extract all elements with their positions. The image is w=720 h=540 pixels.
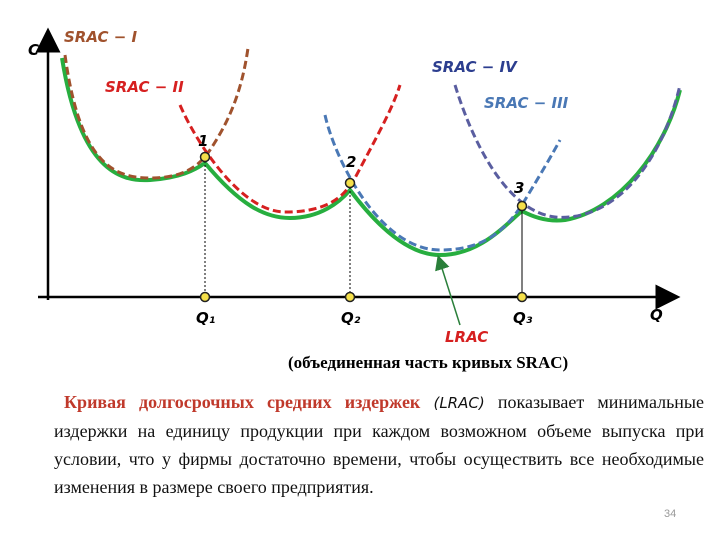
diagram: C Q SRAC − I SRAC − II SRAC − III SRAC −…: [28, 27, 682, 372]
paragraph: Кривая долгосрочных средних издержек (LR…: [54, 388, 704, 501]
point: [344, 177, 356, 189]
x-axis-label: Q: [650, 306, 663, 324]
q-label: Q₁: [196, 309, 215, 327]
srac-4-curve: [453, 84, 682, 219]
y-axis-label: C: [28, 41, 39, 59]
point: [199, 291, 211, 303]
lrac-label: LRAC: [445, 328, 488, 346]
curve-label: SRAC − IV: [432, 58, 518, 76]
point: [199, 151, 211, 163]
curve-label: SRAC − II: [105, 78, 184, 96]
paragraph-text: показывает минимальные издержки на едини…: [54, 392, 705, 497]
paragraph-abbr: (LRAC): [433, 394, 485, 412]
srac-2-curve: [178, 84, 402, 214]
point: [344, 291, 356, 303]
paragraph-heading: Кривая долгосрочных средних издержек: [64, 392, 421, 412]
point-label: 1: [198, 132, 208, 150]
srac-3-curve: [323, 114, 562, 252]
point-label: 2: [346, 153, 356, 171]
point: [516, 200, 528, 212]
point: [516, 291, 528, 303]
q-label: Q₃: [513, 309, 533, 327]
lrac-arrow: [435, 254, 461, 326]
curve-label: SRAC − III: [484, 94, 569, 112]
lrac-curve: [60, 57, 682, 258]
points: [199, 151, 528, 303]
page-number: 34: [664, 508, 677, 520]
q-label: Q₂: [341, 309, 361, 327]
lrac-caption: (объединенная часть кривых SRAC): [288, 353, 568, 372]
srac-1-curve: [63, 47, 250, 180]
point-label: 3: [514, 179, 524, 197]
curve-label: SRAC − I: [64, 28, 138, 46]
